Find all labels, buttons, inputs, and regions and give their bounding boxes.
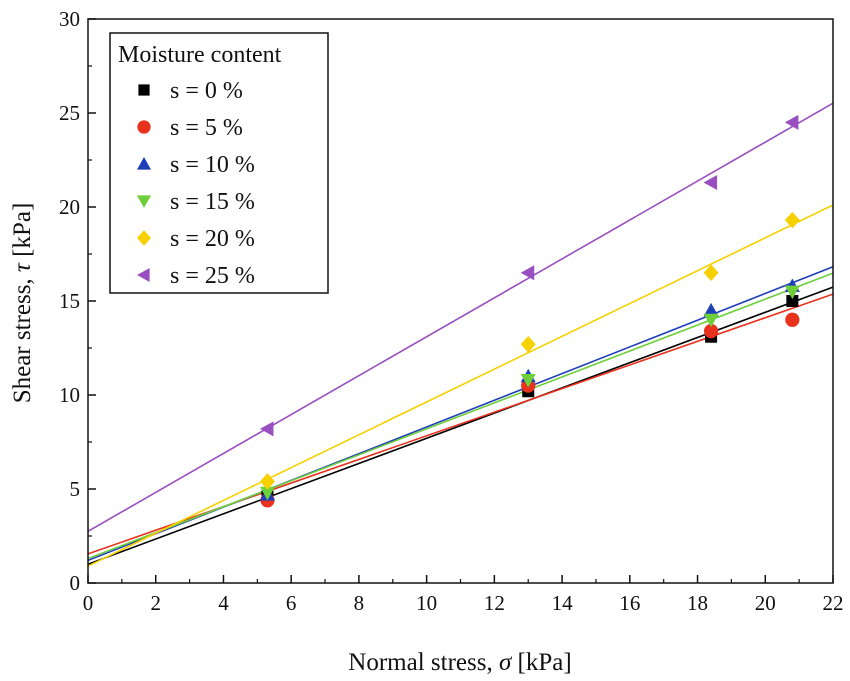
data-point: [703, 264, 719, 282]
data-point: [785, 312, 800, 327]
y-tick-label: 25: [59, 101, 80, 125]
legend-label: s = 15 %: [170, 189, 255, 215]
x-tick-label: 20: [755, 591, 776, 615]
data-point: [259, 421, 274, 437]
y-axis-title-unit: [kPa]: [9, 203, 36, 263]
legend-title: Moisture content: [118, 42, 282, 68]
x-axis-title-unit: [kPa]: [511, 649, 571, 676]
x-tick-label: 14: [552, 591, 574, 615]
x-tick-label: 18: [687, 591, 708, 615]
x-tick-label: 8: [354, 591, 365, 615]
legend-marker: [137, 230, 151, 246]
data-point: [784, 285, 800, 300]
legend-label: s = 25 %: [170, 263, 255, 289]
legend-label: s = 5 %: [170, 115, 243, 141]
data-point: [520, 265, 535, 281]
x-tick-label: 6: [286, 591, 297, 615]
y-axis: 0 5 10 15 20 25 30: [59, 7, 96, 595]
legend-marker: [137, 268, 150, 282]
y-tick-label: 30: [59, 7, 80, 31]
data-point: [703, 175, 718, 191]
fit-line: [87, 204, 834, 567]
data-point: [703, 323, 719, 339]
data-point: [259, 473, 275, 490]
x-axis: 0 2 4 6 8 10 12 14 16 18 20 22: [83, 575, 844, 615]
legend-label: s = 20 %: [170, 226, 255, 252]
legend-items: s = 0 % s = 5 % s = 10 % s = 15 % s = 20 % s …: [137, 78, 255, 289]
x-axis-title: Normal stress, σ [kPa]: [348, 649, 571, 676]
y-axis-title-symbol: τ: [9, 262, 36, 272]
legend-label: s = 0 %: [170, 78, 243, 104]
data-point: [520, 335, 536, 353]
x-tick-label: 16: [619, 591, 640, 615]
y-tick-label: 0: [70, 571, 81, 595]
legend-marker: [137, 157, 151, 170]
data-point: [703, 313, 719, 328]
y-axis-title-prefix: Shear stress,: [9, 272, 36, 403]
y-tick-label: 15: [59, 289, 80, 313]
legend-label: s = 10 %: [170, 152, 255, 178]
y-axis-title: Shear stress, τ [kPa]: [9, 203, 36, 404]
data-point: [520, 373, 536, 388]
data-point: [786, 295, 799, 307]
data-point: [784, 211, 800, 229]
legend: Moisture content s = 0 %s = 5 %s = 10 %s…: [109, 32, 329, 294]
x-tick-label: 10: [416, 591, 437, 615]
y-tick-label: 5: [70, 477, 81, 501]
x-axis-title-prefix: Normal stress,: [348, 649, 499, 676]
x-tick-label: 12: [484, 591, 505, 615]
data-point: [703, 302, 719, 317]
x-tick-label: 4: [218, 591, 229, 615]
y-tick-label: 20: [59, 195, 80, 219]
legend-marker: [137, 120, 151, 134]
legend-marker: [138, 84, 150, 96]
x-tick-label: 2: [150, 591, 161, 615]
data-points: [259, 114, 800, 508]
data-point: [784, 114, 799, 130]
fit-line: [87, 286, 834, 565]
data-point: [259, 486, 275, 501]
x-axis-title-symbol: σ: [499, 649, 513, 676]
y-tick-label: 10: [59, 383, 80, 407]
x-tick-label: 0: [83, 591, 94, 615]
fit-line: [87, 272, 834, 560]
x-tick-label: 22: [823, 591, 844, 615]
legend-marker: [137, 195, 151, 208]
fit-line: [87, 102, 834, 532]
